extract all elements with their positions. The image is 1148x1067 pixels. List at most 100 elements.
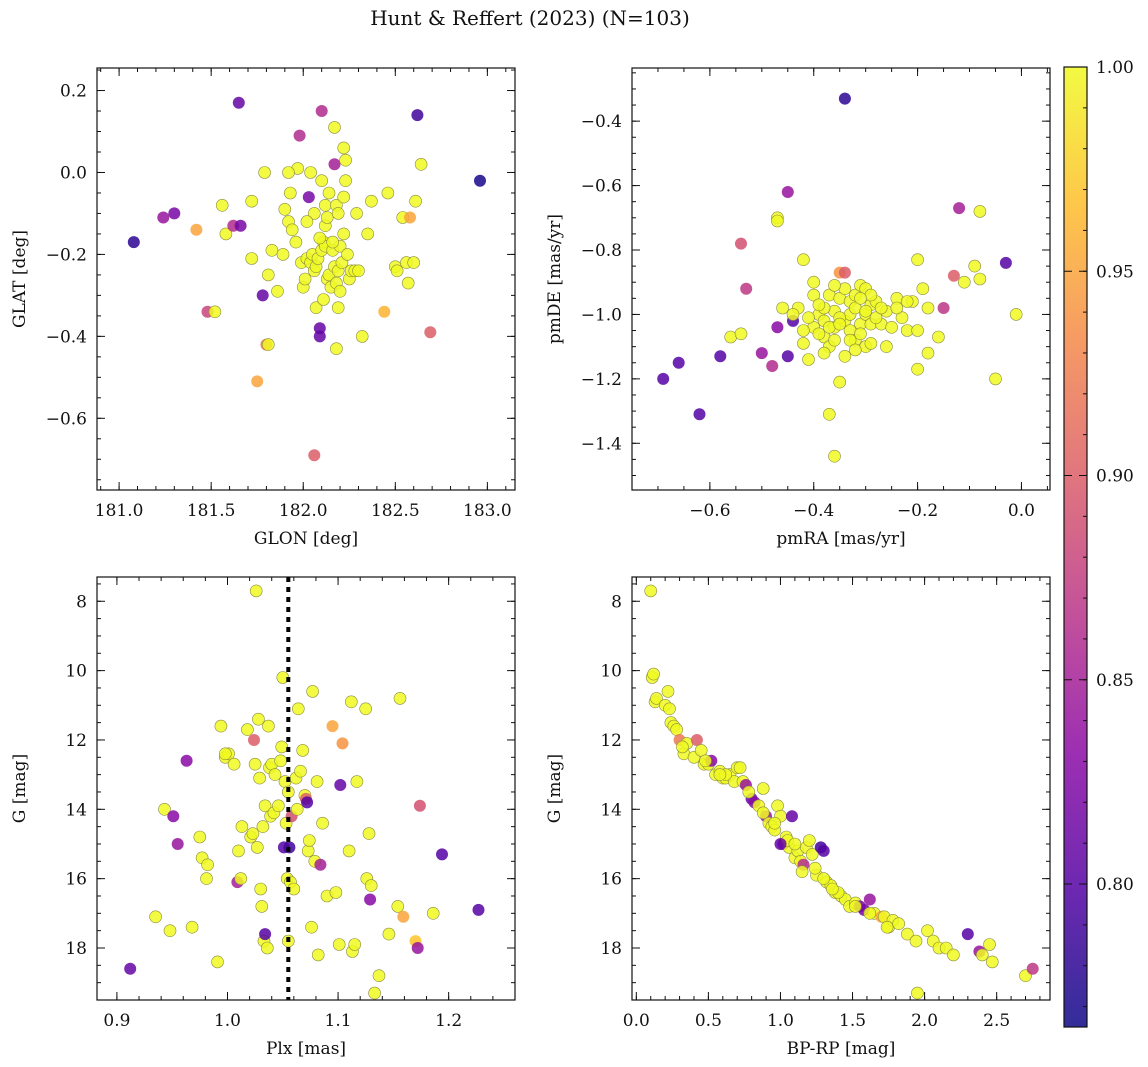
scatter-point: [911, 324, 924, 337]
x-axis-label: BP-RP [mag]: [787, 1039, 896, 1059]
scatter-point: [807, 288, 821, 302]
plot-frame: [631, 67, 1051, 491]
scatter-point: [258, 166, 271, 179]
scatter-point: [235, 820, 249, 833]
scatter-point: [201, 858, 214, 872]
scatter-points: [644, 584, 1039, 1000]
scatter-point: [190, 223, 203, 236]
scatter-point: [293, 129, 306, 142]
scatter-point: [817, 872, 831, 885]
scatter-point: [828, 449, 841, 463]
scatter-point: [828, 333, 841, 347]
scatter-point: [341, 248, 354, 261]
scatter-point: [245, 252, 258, 265]
scatter-point: [921, 924, 934, 938]
y-tick-label: 10: [65, 662, 87, 682]
scatter-point: [771, 799, 784, 813]
scatter-point: [308, 449, 321, 462]
scatter-point: [246, 827, 260, 840]
scatter-point: [305, 920, 318, 934]
scatter-points: [657, 92, 1023, 463]
scatter-point: [313, 330, 326, 343]
scatter-point: [317, 293, 330, 306]
scatter-point: [272, 799, 285, 813]
scatter-point: [331, 207, 345, 220]
scatter-point: [802, 834, 816, 847]
scatter-point: [713, 768, 727, 781]
scatter-point: [350, 207, 363, 220]
scatter-point: [253, 771, 266, 785]
scatter-point: [282, 166, 295, 179]
scatter-point: [256, 820, 270, 833]
scatter-point: [848, 343, 862, 357]
scatter-point: [774, 838, 787, 850]
scatter-point: [768, 816, 782, 830]
scatter-point: [693, 408, 706, 421]
x-tick-label: 182.0: [279, 501, 328, 521]
scatter-point: [382, 927, 396, 941]
scatter-point: [163, 924, 177, 938]
scatter-point: [644, 584, 658, 598]
scatter-point: [854, 327, 867, 341]
scatter-point: [393, 692, 407, 705]
scatter-point: [983, 938, 996, 951]
panel-bottom-right: 0.0 0.5 1.0 1.5 2.0 2.5 8 10 12 14 16 18 BP-RP [mag]…: [545, 576, 1051, 1059]
y-tick-label: 0.2: [60, 82, 87, 102]
scatter-point: [250, 841, 264, 854]
axis-ticks: [97, 577, 515, 1000]
scatter-point: [167, 810, 180, 823]
scatter-point: [650, 692, 663, 705]
scatter-point: [828, 279, 841, 292]
scatter-point: [864, 337, 878, 350]
scatter-point: [294, 764, 307, 778]
scatter-point: [248, 757, 262, 771]
scatter-point: [900, 295, 914, 308]
scatter-point: [249, 584, 263, 598]
scatter-point: [302, 834, 316, 847]
scatter-point: [1026, 962, 1039, 975]
scatter-point: [300, 215, 314, 228]
colorbar: 0.80 0.85 0.90 0.95 1.00: [1063, 58, 1134, 1028]
scatter-point: [735, 237, 747, 250]
scatter-point: [781, 350, 794, 363]
scatter-point: [822, 407, 836, 421]
y-tick-label: 16: [600, 870, 622, 890]
y-tick-label: −0.4: [46, 327, 87, 347]
y-tick-label: −0.6: [46, 409, 87, 429]
scatter-point: [271, 284, 284, 298]
scatter-point: [892, 917, 906, 931]
scatter-point: [756, 806, 770, 820]
scatter-point: [957, 275, 971, 289]
scatter-point: [916, 282, 930, 296]
scatter-point: [331, 301, 345, 315]
y-tick-label: 14: [65, 800, 87, 820]
scatter-point: [890, 301, 904, 315]
scatter-point: [409, 194, 422, 208]
plot-frame: [96, 576, 516, 1001]
scatter-point: [817, 346, 831, 360]
scatter-point: [426, 906, 440, 920]
y-tick-label: 18: [600, 939, 622, 959]
scatter-point: [301, 796, 314, 809]
scatter-point: [320, 211, 334, 224]
scatter-point: [771, 214, 784, 228]
scatter-point: [330, 342, 343, 356]
scatter-point: [124, 962, 137, 975]
scatter-point: [259, 928, 272, 941]
panel-bottom-left: 0.9 1.0 1.1 1.2 8 10 12 14 16 18 Plx [mas] G [mag]: [10, 576, 516, 1059]
panel-top-right: −0.6 −0.4 −0.2 0.0 −0.4 −0.6 −0.8 −1.0 −1.2 −1.4 p…: [545, 67, 1051, 549]
scatter-point: [339, 153, 352, 167]
scatter-point: [248, 734, 260, 746]
scatter-point: [397, 910, 410, 923]
scatter-point: [381, 186, 395, 200]
scatter-point: [378, 305, 391, 318]
scatter-point: [766, 360, 779, 372]
scatter-point: [805, 848, 819, 861]
scatter-point: [947, 269, 960, 282]
scatter-point: [168, 207, 181, 220]
scatter-point: [255, 900, 269, 913]
x-tick-label: 183.0: [463, 501, 512, 521]
y-tick-label: −0.4: [581, 112, 622, 132]
scatter-point: [740, 282, 753, 295]
scatter-point: [211, 955, 224, 969]
